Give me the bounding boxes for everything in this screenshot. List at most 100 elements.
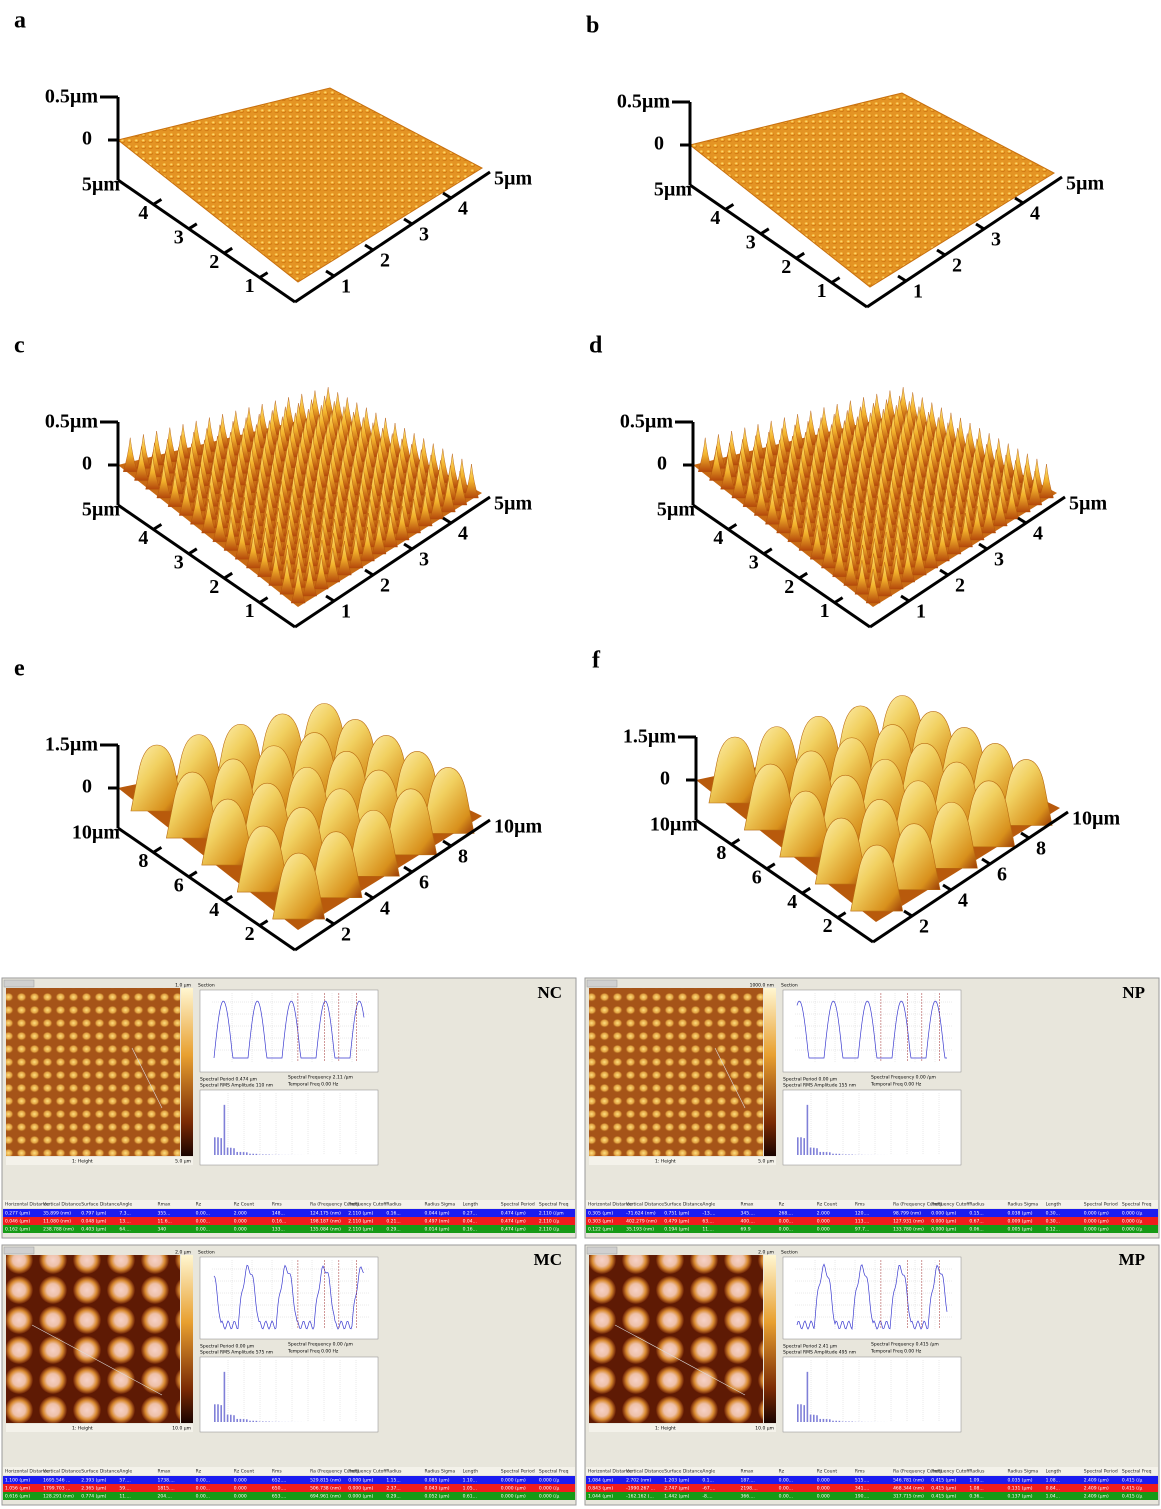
spectrum-bar (826, 1152, 828, 1155)
table-cell: 0.305 (µm) (588, 1211, 613, 1217)
table-cell: 113.... (855, 1219, 869, 1225)
table-cell: 0.843 (µm) (588, 1486, 613, 1492)
table-cell: 1.203 (µm) (664, 1478, 689, 1484)
left-axis-tick (728, 524, 736, 529)
image-scale: 10.0 µm (172, 1426, 191, 1432)
table-header-cell: Rmax (741, 1202, 754, 1208)
spectrum-bar (800, 1404, 802, 1422)
left-extent-label: 5µm (82, 174, 121, 196)
table-cell: 2.000 (234, 1211, 247, 1217)
table-cell: 2.409 (µm) (1084, 1494, 1109, 1500)
right-extent-label: 5µm (1066, 173, 1105, 195)
left-axis-tick (838, 913, 846, 918)
table-cell: 1815.... (158, 1486, 175, 1492)
table-cell: 2.409 (µm) (1084, 1478, 1109, 1484)
spectral-period: Spectral Period 2.41 µm (783, 1344, 837, 1350)
z-top-label: 1.5µm (45, 734, 99, 756)
panel-label: MC (534, 1250, 562, 1269)
table-cell: 2198.... (741, 1486, 758, 1492)
table-cell: 2.747 (µm) (664, 1486, 689, 1492)
table-header-cell: Rz Count (817, 1469, 838, 1475)
table-cell: 0.122 (µm) (588, 1227, 613, 1233)
table-header-cell: Angle (119, 1202, 132, 1208)
table-cell: 0.194 (µm) (664, 1227, 689, 1233)
table-cell: 0.000 (µm) (501, 1486, 526, 1492)
table-header-cell: Vertical Distance (626, 1469, 664, 1475)
table-cell: 35.899 (nm) (43, 1211, 71, 1217)
spectrum-bar (240, 1152, 242, 1155)
table-header-cell: Radius (969, 1469, 985, 1475)
table-cell: 13.... (119, 1219, 130, 1225)
right-axis-tick-label: 3 (994, 549, 1004, 571)
z-zero-label: 0 (660, 768, 670, 790)
spectrum-bar (797, 1137, 799, 1155)
right-axis-tick (365, 245, 373, 250)
table-cell: 2.365 (µm) (81, 1486, 106, 1492)
table-cell: 63.... (702, 1219, 713, 1225)
spectrum-bar (243, 1152, 245, 1155)
left-axis-tick-label: 6 (174, 874, 184, 896)
left-axis-tick (224, 248, 232, 253)
table-cell: 0.00... (196, 1486, 210, 1492)
table-cell: 1.09... (969, 1478, 983, 1484)
left-axis-tick-label: 4 (710, 207, 720, 229)
table-cell: 0.415 (µm) (931, 1478, 956, 1484)
table-header-cell: Spectral Period (1084, 1469, 1118, 1475)
table-cell: 35.193 (nm) (626, 1227, 654, 1233)
spectrum-bar (252, 1154, 254, 1155)
table-cell: 69.9 (741, 1227, 751, 1233)
table-header-cell: Radius Sigma (1007, 1469, 1038, 1475)
spectrum-bar (236, 1152, 238, 1155)
table-cell: 187.... (741, 1478, 755, 1484)
table-cell: 0.415 (/µ (1122, 1478, 1143, 1484)
left-axis-tick (153, 847, 161, 852)
spectrum-bar (813, 1415, 815, 1422)
image-scale: 5.0 µm (758, 1159, 774, 1165)
table-cell: 0.131 (µm) (1007, 1486, 1032, 1492)
table-cell: 0.474 (µm) (501, 1219, 526, 1225)
right-axis-tick (982, 859, 990, 864)
table-cell: 64.... (119, 1227, 130, 1233)
table-header-cell: Surface Distance (81, 1202, 119, 1208)
z-top-label: 0.5µm (620, 411, 674, 433)
spectrum-bar (256, 1421, 258, 1422)
toolbar (4, 1247, 34, 1254)
left-extent-label: 10µm (650, 814, 699, 836)
left-axis-tick-label: 4 (138, 527, 148, 549)
right-axis-tick (1018, 518, 1026, 523)
rms-amplitude: Spectral RMS Amplitude 495 nm (783, 1350, 856, 1356)
table-cell: 0.403 (µm) (81, 1227, 106, 1233)
left-axis-tick (764, 549, 772, 554)
table-cell: 0.00... (196, 1478, 210, 1484)
figure: a0.5µm05µm5µm41322314b0.5µm05µm5µm413223… (0, 0, 1161, 1509)
left-axis-tick (260, 598, 268, 603)
table-cell: 0.00... (779, 1478, 793, 1484)
table-header-cell: Rmax (741, 1469, 754, 1475)
table-cell: 0.085 (µm) (424, 1478, 449, 1484)
right-axis-tick (904, 911, 912, 916)
right-axis-tick-label: 3 (419, 549, 429, 571)
table-header-cell: Length (1046, 1202, 1062, 1208)
rms-amplitude: Spectral RMS Amplitude 110 nm (200, 1083, 273, 1089)
spectrum-bar (265, 1421, 267, 1422)
spectral-period: Spectral Period 0.00 µm (200, 1344, 254, 1350)
right-axis-tick-label: 2 (952, 255, 962, 277)
table-cell: 400.... (741, 1219, 755, 1225)
spectrum-bar (246, 1419, 248, 1422)
caption-bar (589, 1424, 776, 1432)
table-cell: 0.61... (463, 1494, 477, 1500)
table-header-cell: Rz Count (817, 1202, 838, 1208)
afm-screenshot: 1.0 µm1: Height5.0 µmSectionSpectral Per… (2, 978, 576, 1238)
table-cell: 1.044 (µm) (588, 1494, 613, 1500)
spectrum-bar (839, 1154, 841, 1155)
z-zero-label: 0 (82, 128, 92, 150)
height-image (589, 988, 763, 1156)
left-axis-tick-label: 8 (716, 842, 726, 864)
image-scale: 10.0 µm (755, 1426, 774, 1432)
afm-3d-panel: c0.5µm05µm5µm41322314 (14, 333, 533, 628)
panel-label: b (586, 13, 599, 39)
table-cell: 2.110 (/µ (539, 1227, 560, 1233)
table-cell: 0.415 (/µ (1122, 1494, 1143, 1500)
panel-label: f (592, 648, 601, 674)
table-cell: 0.000 (817, 1478, 830, 1484)
